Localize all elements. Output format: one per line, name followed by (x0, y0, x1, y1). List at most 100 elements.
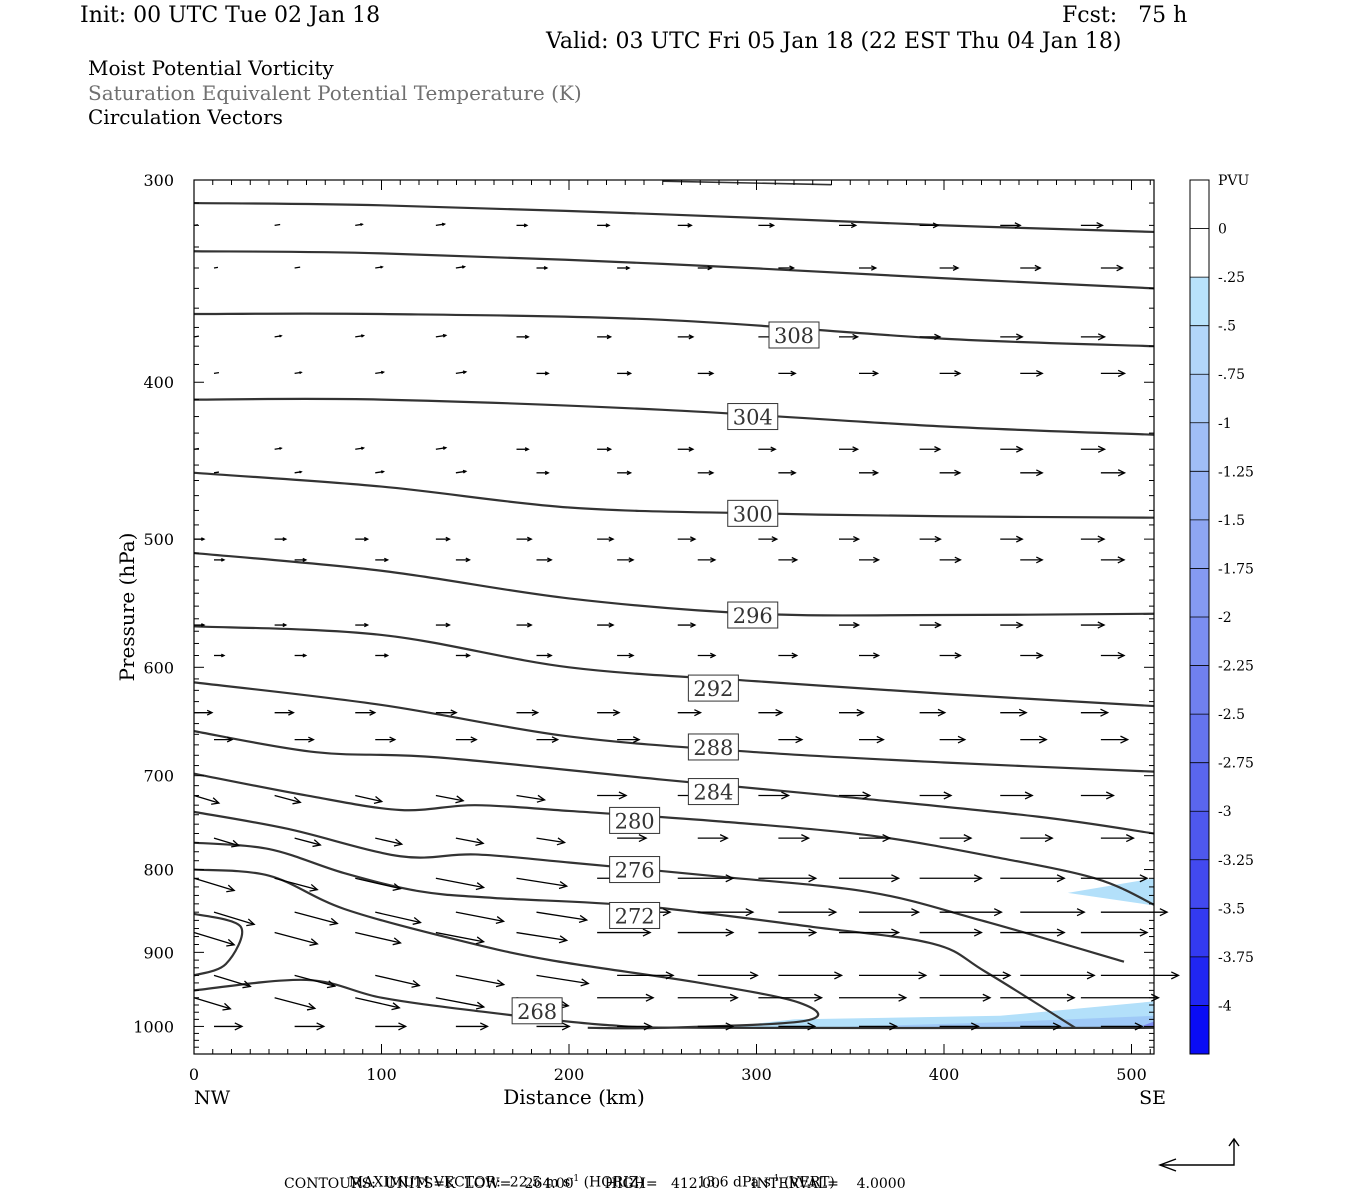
colorbar-segment (1190, 859, 1209, 909)
wind-vector (435, 997, 486, 1010)
colorbar-segment (1190, 228, 1209, 278)
contour-label-296: 296 (727, 601, 779, 629)
wind-vector (1080, 708, 1110, 717)
wind-vector (455, 736, 478, 743)
svg-text:304: 304 (733, 406, 773, 430)
wind-vector (294, 837, 322, 848)
y-axis-title: Pressure (hPa) (115, 533, 139, 682)
wind-vector (617, 470, 633, 476)
footer-contours: CONTOURS: UNITS=K LOW= 264.00 HIGH= 412.… (284, 1176, 906, 1192)
theta-e-contour-top (662, 180, 832, 186)
wind-vector (1100, 971, 1180, 980)
colorbar-label: -1.75 (1218, 561, 1254, 577)
wind-vector (294, 911, 339, 926)
colorbar-segment (1190, 471, 1209, 521)
wind-vector (375, 265, 384, 269)
theta-e-contour-2 (193, 312, 1155, 348)
vert-tag: (VERT) (784, 1174, 835, 1191)
wind-vector (1100, 735, 1130, 744)
wind-vector (839, 446, 860, 453)
colorbar-label: -1.5 (1218, 513, 1245, 529)
wind-vector (939, 834, 973, 843)
colorbar-segment (1190, 1005, 1209, 1055)
wind-vector (435, 222, 447, 227)
y-tick-label: 700 (143, 767, 174, 786)
wind-vector (859, 1022, 899, 1031)
wind-vector (274, 223, 281, 227)
y-tick-label: 600 (143, 658, 174, 677)
wind-vector (758, 874, 818, 883)
wind-vector (697, 265, 713, 271)
contour-label-284: 284 (687, 778, 739, 806)
theta-e-contour-9 (193, 772, 1155, 906)
wind-vector (435, 622, 451, 628)
wind-vector (1100, 469, 1127, 477)
wind-vector (919, 791, 953, 800)
wind-vector (919, 222, 940, 229)
wind-vector (758, 446, 777, 453)
wind-vector (375, 1022, 408, 1031)
wind-vector (536, 266, 549, 270)
wind-vector (1000, 535, 1024, 543)
wind-vector (1100, 556, 1126, 564)
wind-vector (1020, 971, 1096, 980)
wind-vector (213, 911, 256, 927)
wind-vector (536, 911, 589, 923)
theta-e-contour-12 (193, 868, 820, 1030)
max-vector-label: MAXIMUM VECTOR: (348, 1174, 501, 1191)
y-tick-label: 500 (143, 530, 174, 549)
wind-vector (375, 557, 390, 563)
theta-e-contour-4 (193, 471, 1155, 519)
wind-vector (859, 370, 880, 377)
wind-vector (919, 993, 992, 1002)
wind-vector (617, 834, 648, 843)
wind-vector (536, 837, 567, 846)
wind-vector (677, 536, 697, 542)
wind-vector (1100, 264, 1124, 272)
wind-vector (1000, 993, 1076, 1002)
wind-vector (455, 370, 468, 375)
wind-vector (1080, 621, 1106, 629)
colorbar-label: -3.25 (1218, 853, 1254, 869)
wind-vector (597, 928, 652, 937)
wind-vector (617, 736, 641, 744)
wind-vector (455, 653, 471, 658)
wind-vector (274, 709, 295, 716)
wind-vector (294, 974, 337, 989)
x-tick-label: 200 (554, 1065, 585, 1084)
wind-vector (435, 794, 465, 804)
wind-vector (193, 335, 200, 338)
valid-time: Valid: 03 UTC Fri 05 Jan 18 (22 EST Thu … (546, 29, 1122, 54)
pv-shade-0 (1067, 878, 1154, 906)
svg-text:288: 288 (693, 736, 733, 760)
wind-vector (1080, 928, 1149, 937)
wind-vector (859, 652, 881, 659)
wind-vector (375, 470, 386, 474)
wind-vector (435, 709, 458, 716)
wind-vector (455, 837, 485, 847)
wind-vector (919, 621, 942, 629)
wind-vector (697, 557, 717, 563)
wind-vector (516, 622, 533, 628)
theta-e-contour-1 (193, 250, 1155, 290)
wind-vector (778, 971, 844, 980)
wind-vector (375, 837, 404, 847)
wind-vector (597, 622, 615, 628)
wind-vector (697, 908, 755, 917)
wind-vector (939, 908, 1003, 917)
wind-vector (193, 877, 236, 893)
wind-vector (697, 834, 729, 843)
field-title-1: Moist Potential Vorticity (88, 56, 334, 80)
wind-vector (859, 971, 928, 980)
wind-vector (536, 371, 550, 376)
x-tick-label: 0 (189, 1065, 199, 1084)
wind-vector (455, 1022, 489, 1031)
wind-vector (213, 974, 252, 989)
wind-vector (435, 877, 486, 891)
wind-vector (697, 652, 717, 659)
wind-vector (294, 470, 303, 474)
svg-text:280: 280 (615, 809, 655, 833)
wind-vector (435, 333, 448, 338)
svg-text:308: 308 (774, 324, 814, 348)
wind-vector (274, 931, 319, 947)
